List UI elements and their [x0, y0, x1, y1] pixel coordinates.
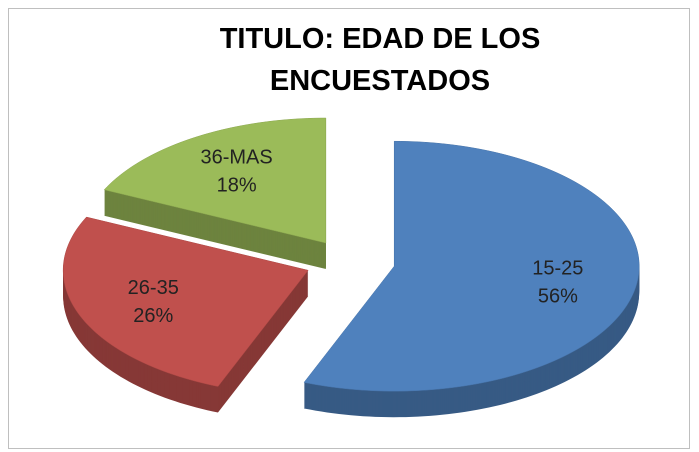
- slice-value-label: 56%: [538, 285, 578, 307]
- slice-value-label: 18%: [217, 175, 257, 197]
- slice-value-label: 26%: [133, 305, 173, 327]
- slice-category-label: 36-MAS: [200, 147, 272, 169]
- slice-category-label: 15-25: [532, 257, 583, 279]
- chart-title: TITULO: EDAD DE LOS ENCUESTADOS: [219, 23, 541, 97]
- slice: [103, 117, 327, 244]
- slice-category-label: 26-35: [128, 277, 179, 299]
- slice: [303, 140, 640, 392]
- slice: [62, 216, 309, 387]
